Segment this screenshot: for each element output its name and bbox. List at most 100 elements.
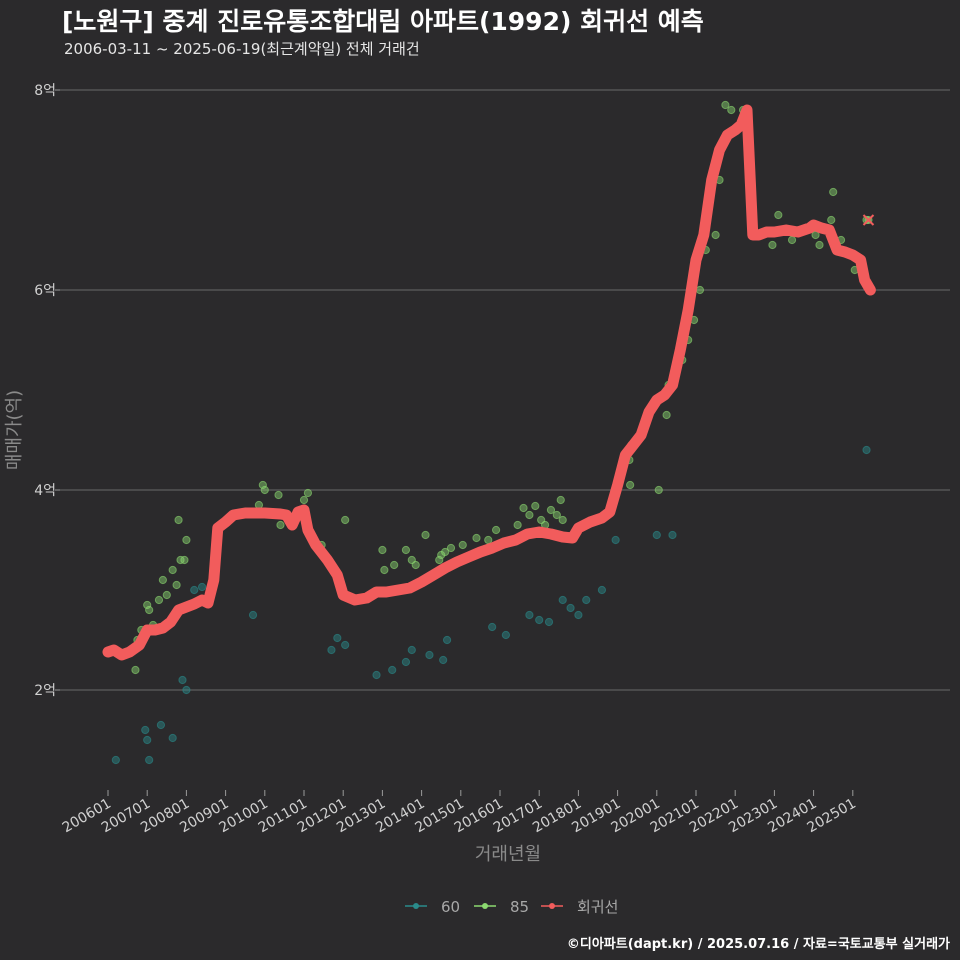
data-point-60	[143, 735, 152, 745]
data-point-85	[626, 480, 635, 490]
legend: 60 85 회귀선	[405, 898, 618, 916]
data-point-85	[174, 515, 183, 525]
data-point-85	[390, 560, 399, 570]
data-point-85	[556, 495, 565, 505]
y-tick-label: 8억	[34, 83, 56, 99]
data-point-85	[695, 285, 705, 295]
data-point-85	[513, 520, 522, 530]
y-axis-label: 매매가(억)	[4, 390, 25, 470]
data-point-85	[662, 410, 671, 420]
data-point-85	[162, 590, 171, 600]
data-point-85	[558, 515, 567, 525]
legend-label: 85	[510, 898, 529, 916]
data-point-85	[380, 565, 389, 575]
regression-line	[102, 104, 876, 661]
data-point-60	[862, 445, 871, 455]
data-point-60	[582, 595, 591, 605]
x-axis-label: 거래년월	[475, 844, 541, 865]
data-point-60	[488, 622, 497, 632]
legend-label: 회귀선	[577, 898, 618, 916]
data-point-85	[654, 485, 663, 495]
data-point-85	[182, 535, 191, 545]
y-axis-ticks: 2억 4억 6억 8억	[34, 83, 60, 699]
gridlines	[60, 89, 950, 691]
data-point-85	[131, 665, 140, 675]
data-point-60	[388, 665, 397, 675]
chart-subtitle: 2006-03-11 ~ 2025-06-19(최근계약일) 전체 거래건	[64, 40, 420, 58]
data-point-85	[276, 520, 285, 530]
data-point-60	[544, 617, 554, 627]
data-point-85	[299, 495, 309, 505]
data-point-60	[501, 630, 510, 640]
data-point-60	[178, 675, 187, 685]
data-point-85	[180, 555, 189, 565]
predicted-x-stroke	[862, 214, 875, 226]
data-point-60	[156, 720, 166, 730]
data-point-85	[484, 535, 493, 545]
data-point-60	[190, 585, 199, 595]
data-point-85	[519, 503, 528, 513]
data-point-60	[611, 535, 620, 545]
y-tick-label: 6억	[34, 283, 56, 299]
data-point-85	[727, 105, 736, 115]
data-point-60	[574, 610, 583, 620]
data-point-60	[197, 582, 207, 592]
data-point-60	[668, 530, 677, 540]
data-point-60	[566, 603, 575, 613]
legend-item-1: 60	[405, 898, 460, 916]
data-point-85	[546, 505, 556, 515]
x-axis-ticks: 2006012007012008012009012010012011012012…	[60, 790, 859, 836]
data-point-85	[827, 215, 836, 225]
data-point-60	[111, 755, 120, 765]
data-point-85	[341, 515, 350, 525]
scatter-points	[111, 100, 871, 765]
data-point-85	[552, 510, 561, 520]
data-point-60	[425, 650, 434, 660]
data-point-85	[491, 525, 501, 535]
data-point-85	[260, 485, 269, 495]
data-point-85	[172, 580, 181, 590]
data-point-85	[378, 545, 387, 555]
data-point-60	[652, 530, 661, 540]
data-point-85	[531, 501, 540, 511]
data-point-85	[154, 595, 164, 605]
data-point-60	[597, 585, 607, 595]
data-point-85	[158, 575, 167, 585]
source-caption: ©디아파트(dapt.kr) / 2025.07.16 / 자료=국토교통부 실…	[567, 936, 950, 952]
data-point-60	[372, 670, 381, 680]
predicted-point-marker	[862, 214, 875, 226]
data-point-85	[303, 488, 313, 498]
legend-label: 60	[441, 898, 460, 916]
data-point-85	[421, 530, 430, 540]
data-point-60	[168, 733, 177, 743]
data-point-60	[401, 657, 411, 667]
data-point-85	[411, 560, 420, 570]
data-point-85	[274, 490, 283, 500]
data-point-85	[787, 235, 797, 245]
chart-title: [노원구] 중계 진로유통조합대림 아파트(1992) 회귀선 예측	[62, 7, 704, 36]
data-point-85	[815, 240, 824, 250]
data-point-85	[401, 545, 411, 555]
data-point-60	[535, 615, 544, 625]
data-point-60	[341, 640, 350, 650]
data-point-85	[446, 543, 456, 553]
data-point-85	[145, 605, 154, 615]
data-point-60	[248, 610, 258, 620]
data-point-85	[168, 565, 177, 575]
data-point-85	[711, 230, 720, 240]
data-point-85	[441, 547, 450, 557]
legend-item-2: 85	[474, 898, 529, 916]
data-point-85	[525, 510, 534, 520]
legend-key-dot	[549, 903, 555, 909]
legend-key-dot	[482, 903, 488, 909]
legend-key-dot	[413, 903, 419, 909]
data-point-60	[327, 645, 336, 655]
y-tick-label: 2억	[34, 683, 56, 699]
data-point-60	[525, 610, 534, 620]
data-point-85	[721, 100, 730, 110]
data-point-60	[141, 725, 150, 735]
data-point-60	[333, 633, 342, 643]
data-point-85	[774, 210, 783, 220]
data-point-60	[182, 685, 191, 695]
